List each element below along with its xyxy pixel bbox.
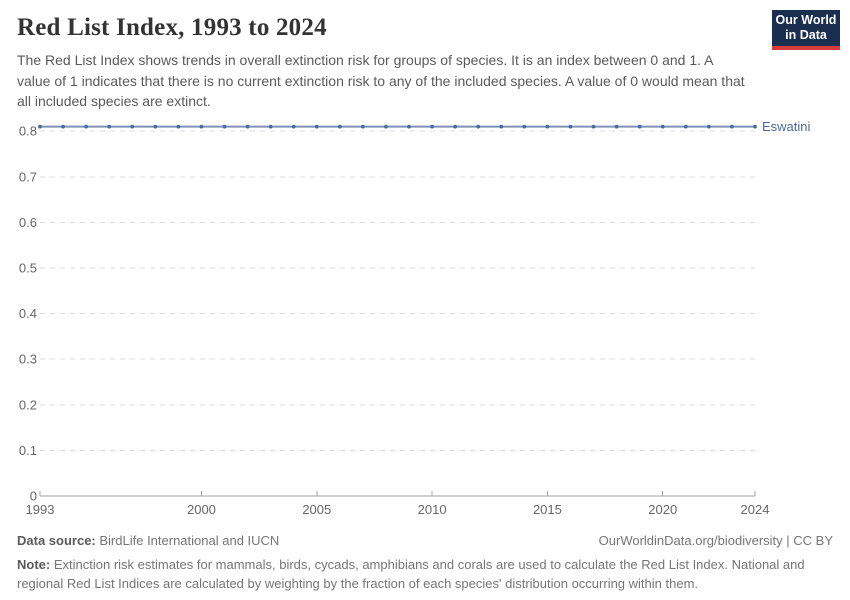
chart-footer: Data source: BirdLife International and … [17, 531, 833, 593]
x-axis-tick-label: 2015 [533, 502, 562, 517]
data-source-value: BirdLife International and IUCN [99, 533, 280, 548]
data-source: Data source: BirdLife International and … [17, 531, 279, 550]
data-point-marker [361, 124, 365, 129]
line-chart: 0 0.1 0.2 0.3 0.4 0.5 0.6 0.7 0.8 1993 2000 2005 201… [19, 119, 811, 517]
data-point-marker [430, 124, 434, 129]
x-axis-tick-label: 2005 [302, 502, 331, 517]
data-point-marker [245, 124, 250, 129]
data-point-marker [614, 124, 619, 129]
data-point-marker [222, 124, 227, 129]
gridlines-group [40, 130, 755, 451]
y-axis-labels: 0 0.1 0.2 0.3 0.4 0.5 0.6 0.7 0.8 [19, 124, 37, 504]
series-eswatini: Eswatini [38, 119, 811, 134]
y-axis-tick-label: 0.3 [19, 352, 37, 367]
logo-line-1: Our World [775, 13, 837, 27]
data-point-marker [476, 124, 481, 129]
data-point-marker [637, 124, 642, 129]
source-row: Data source: BirdLife International and … [17, 531, 833, 550]
y-axis-tick-label: 0.1 [19, 443, 37, 458]
data-point-marker [568, 124, 573, 129]
data-point-marker [453, 124, 458, 129]
y-axis-tick-label: 0 [30, 489, 37, 504]
data-point-marker [153, 124, 158, 129]
data-point-marker [384, 124, 388, 129]
y-axis-tick-label: 0.7 [19, 169, 37, 184]
y-axis-tick-label: 0.2 [19, 397, 37, 412]
y-axis-tick-label: 0.4 [19, 306, 37, 321]
data-point-marker [545, 124, 550, 129]
x-axis-tick-label: 2024 [741, 502, 770, 517]
data-point-marker [291, 124, 296, 129]
data-source-label: Data source: [17, 533, 96, 548]
x-axis-tick-label: 1993 [26, 502, 55, 517]
x-axis-tick-label: 2000 [187, 502, 216, 517]
y-axis-tick-label: 0.5 [19, 261, 37, 276]
data-point-marker [706, 124, 711, 129]
data-point-marker [753, 124, 757, 129]
data-point-marker [61, 124, 65, 129]
data-point-marker [407, 124, 411, 129]
x-axis: 1993 2000 2005 2010 2015 2020 2024 [26, 491, 770, 517]
data-point-marker [499, 124, 504, 129]
data-point-marker [591, 124, 596, 129]
y-axis-tick-label: 0.6 [19, 215, 37, 230]
x-axis-tick-label: 2010 [418, 502, 447, 517]
data-point-marker [683, 124, 688, 129]
data-point-marker [660, 124, 665, 129]
logo-line-2: in Data [785, 28, 827, 42]
chart-title: Red List Index, 1993 to 2024 [17, 14, 327, 41]
data-point-marker [130, 124, 135, 129]
owid-logo: Our World in Data [772, 10, 840, 50]
data-point-marker [314, 124, 319, 129]
attribution: OurWorldinData.org/biodiversity | CC BY [598, 533, 833, 548]
data-point-marker [176, 124, 181, 129]
data-point-marker [730, 124, 734, 129]
data-point-marker [337, 124, 342, 129]
data-point-marker [522, 124, 527, 129]
chart-note: Note: Extinction risk estimates for mamm… [17, 555, 829, 593]
note-text: Extinction risk estimates for mammals, b… [17, 557, 805, 591]
note-label: Note: [17, 557, 51, 572]
series-end-label: Eswatini [762, 119, 811, 134]
data-point-marker [107, 124, 112, 129]
data-point-marker [199, 124, 204, 129]
data-point-marker [38, 124, 42, 129]
data-point-marker [268, 124, 273, 129]
chart-subtitle: The Red List Index shows trends in overa… [17, 52, 745, 109]
x-axis-tick-label: 2020 [648, 502, 677, 517]
y-axis-tick-label: 0.8 [19, 124, 37, 139]
data-point-marker [84, 124, 89, 129]
chart-header: Red List Index, 1993 to 2024 The Red Lis… [17, 12, 755, 112]
